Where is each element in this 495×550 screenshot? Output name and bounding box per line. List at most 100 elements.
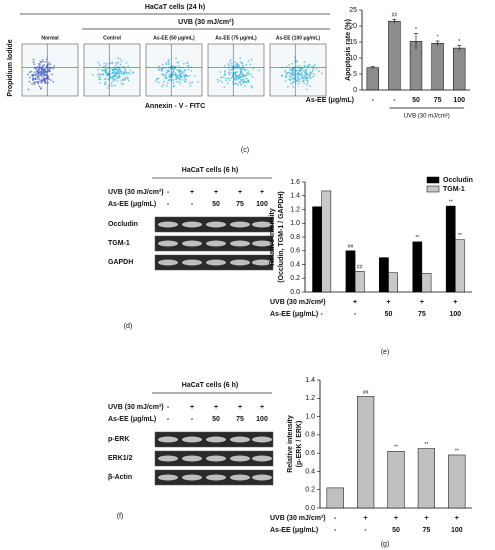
cell-dot bbox=[237, 74, 240, 77]
cell-dot bbox=[298, 80, 301, 83]
cell-dot bbox=[291, 82, 294, 85]
bar bbox=[356, 396, 375, 509]
cell-dot bbox=[96, 73, 99, 76]
y-axis-label: Apoptosis rate (%) bbox=[345, 19, 352, 81]
cell-dot bbox=[104, 70, 107, 73]
cell-dot bbox=[36, 70, 39, 73]
cell-dot bbox=[296, 60, 299, 63]
band bbox=[182, 259, 202, 266]
cell-dot bbox=[249, 73, 252, 76]
cell-dot bbox=[219, 71, 222, 73]
cell-dot bbox=[40, 70, 43, 72]
cell-dot bbox=[51, 73, 53, 76]
cell-dot bbox=[92, 74, 94, 76]
cell-dot bbox=[119, 58, 122, 60]
cell-dot bbox=[298, 64, 300, 67]
cell-dot bbox=[167, 60, 170, 62]
cell-dot bbox=[42, 79, 44, 82]
cell-dot bbox=[235, 78, 238, 80]
cell-dot bbox=[107, 78, 110, 81]
cell-dot bbox=[114, 72, 117, 74]
cell-dot bbox=[182, 72, 184, 75]
cell-dot bbox=[296, 77, 299, 80]
row-value: + bbox=[364, 515, 368, 522]
cell-dot bbox=[312, 68, 314, 71]
y-tick-label: 1.0 bbox=[305, 413, 315, 420]
cell-dot bbox=[185, 78, 187, 81]
cell-dot bbox=[227, 77, 230, 80]
band-label: TGM-1 bbox=[108, 240, 130, 247]
cell-dot bbox=[43, 64, 45, 66]
cell-dot bbox=[216, 78, 219, 81]
y-tick-label: 0.2 bbox=[290, 275, 300, 282]
cell-dot bbox=[117, 75, 120, 78]
cell-dot bbox=[99, 78, 102, 81]
cell-dot bbox=[52, 67, 55, 70]
cell-dot bbox=[183, 77, 186, 80]
cell-dot bbox=[298, 70, 301, 72]
band bbox=[206, 436, 226, 443]
bar bbox=[388, 20, 401, 91]
cell-dot bbox=[167, 66, 170, 69]
cell-dot bbox=[166, 84, 169, 87]
cell-dot bbox=[49, 79, 52, 82]
cell-dot bbox=[49, 67, 52, 70]
cell-dot bbox=[179, 82, 181, 85]
cell-dot bbox=[291, 74, 294, 77]
cell-dot bbox=[179, 75, 182, 78]
cell-dot bbox=[37, 72, 40, 75]
cell-dot bbox=[183, 69, 186, 71]
y-tick-label: 0.4 bbox=[290, 261, 300, 268]
cell-dot bbox=[116, 79, 119, 82]
cell-dot bbox=[119, 71, 122, 73]
cell-dot bbox=[309, 71, 311, 74]
cell-dot bbox=[125, 71, 128, 74]
row-value: - bbox=[321, 311, 324, 318]
cell-dot bbox=[161, 85, 164, 88]
row-value: 100 bbox=[256, 201, 268, 208]
cell-dot bbox=[27, 88, 30, 91]
bar bbox=[379, 257, 389, 293]
band bbox=[206, 455, 226, 462]
cell-dot bbox=[47, 75, 49, 77]
band bbox=[182, 221, 202, 228]
cell-dot bbox=[109, 62, 112, 65]
cell-dot bbox=[305, 70, 307, 72]
cell-dot bbox=[301, 75, 304, 77]
cell-dot bbox=[28, 80, 31, 83]
cell-dot bbox=[225, 77, 228, 80]
cell-dot bbox=[38, 78, 41, 81]
cell-dot bbox=[301, 68, 304, 70]
cell-dot bbox=[242, 81, 245, 83]
cell-dot bbox=[35, 72, 38, 75]
y-tick-label: 20 bbox=[349, 23, 357, 30]
cell-dot bbox=[49, 63, 52, 66]
cell-dot bbox=[112, 78, 115, 80]
row-value: - bbox=[321, 299, 324, 306]
band-label: GAPDH bbox=[108, 259, 133, 266]
cell-dot bbox=[117, 57, 120, 59]
row-label: UVB (30 mJ/cm²) bbox=[270, 299, 326, 306]
cell-dot bbox=[42, 70, 45, 73]
cell-dot bbox=[157, 81, 160, 84]
row-value: 100 bbox=[256, 416, 268, 423]
y-tick-label: 0.0 bbox=[290, 289, 300, 296]
cell-dot bbox=[32, 81, 35, 84]
cell-dot bbox=[114, 74, 117, 77]
band bbox=[182, 240, 202, 247]
plot-frame bbox=[269, 43, 327, 97]
cell-dot bbox=[162, 83, 165, 86]
cell-dot bbox=[126, 76, 129, 79]
cell-dot bbox=[240, 70, 243, 73]
cell-dot bbox=[230, 62, 233, 65]
cell-dot bbox=[251, 76, 254, 78]
row-value: 50 bbox=[385, 311, 393, 318]
cell-dot bbox=[242, 78, 245, 81]
cell-dot bbox=[226, 82, 229, 85]
cell-dot bbox=[109, 77, 112, 79]
cell-dot bbox=[155, 78, 158, 81]
cell-dot bbox=[290, 69, 293, 72]
row-value: 50 bbox=[412, 97, 420, 104]
row-value: + bbox=[238, 189, 242, 196]
